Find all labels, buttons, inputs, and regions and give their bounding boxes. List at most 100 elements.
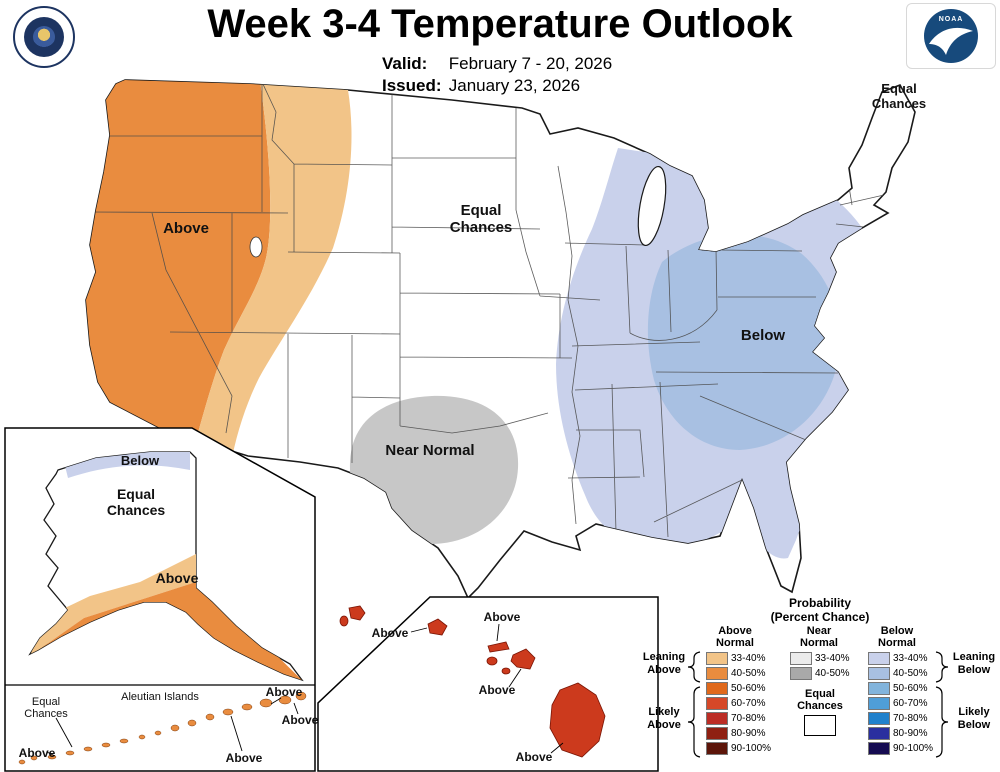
island-niihau — [339, 615, 349, 627]
aleutian-islands-title: Aleutian Islands — [121, 691, 199, 703]
legend-row: 33-40% — [868, 651, 933, 666]
legend-row: 90-100% — [706, 741, 771, 756]
legend-equal-chances-label: Equal Chances — [797, 688, 843, 713]
region-above-40-50 — [86, 80, 271, 440]
swatch-below-50 — [868, 682, 890, 695]
label-equal-chances-center: Equal Chances — [449, 202, 513, 237]
legend-row: 33-40% — [790, 651, 850, 666]
aleutian-label-above-left: Above — [18, 746, 56, 760]
alaska-label-equal-chances: Equal Chances — [106, 486, 166, 519]
island-oahu — [427, 618, 448, 636]
range-label: 70-80% — [731, 713, 766, 724]
hawaii-label-above-3: Above — [478, 683, 516, 697]
swatch-below-90 — [868, 742, 890, 755]
legend-equal-chances-swatch — [804, 715, 836, 737]
commerce-seal-icon — [13, 6, 75, 68]
range-label: 33-40% — [815, 653, 850, 664]
range-label: 80-90% — [893, 728, 928, 739]
island-kauai — [348, 605, 366, 621]
noaa-emblem-icon: NOAA — [924, 9, 978, 63]
swatch-below-33 — [868, 652, 890, 665]
swatch-near-40 — [790, 667, 812, 680]
legend-row: 50-60% — [706, 681, 771, 696]
great-salt-lake — [249, 236, 263, 258]
legend-near-column: 33-40% 40-50% Equal Chances — [790, 651, 850, 737]
alaska-label-below: Below — [120, 453, 160, 468]
legend-row: 60-70% — [868, 696, 933, 711]
swatch-above-40 — [706, 667, 728, 680]
noaa-logo: NOAA — [906, 3, 996, 69]
range-label: 60-70% — [731, 698, 766, 709]
hawaii-label-above-2: Above — [483, 610, 521, 624]
commerce-seal-inner — [24, 17, 64, 57]
legend-subtitle: (Percent Chance) — [770, 610, 870, 624]
legend-row: 40-50% — [790, 666, 850, 681]
island-kahoolawe — [501, 667, 511, 675]
range-label: 50-60% — [893, 683, 928, 694]
alaska-label-above: Above — [155, 570, 199, 586]
range-label: 33-40% — [731, 653, 766, 664]
legend-header-above: Above Normal — [716, 625, 754, 649]
swatch-above-60 — [706, 697, 728, 710]
swatch-above-90 — [706, 742, 728, 755]
region-below-40-50 — [647, 234, 840, 450]
range-label: 70-80% — [893, 713, 928, 724]
legend-row: 90-100% — [868, 741, 933, 756]
legend-row: 33-40% — [706, 651, 771, 666]
swatch-above-50 — [706, 682, 728, 695]
aleutian-islands-chain — [18, 691, 307, 765]
issued-line: Issued: January 23, 2026 — [382, 76, 742, 96]
swatch-below-40 — [868, 667, 890, 680]
alaska-above-33-40-band — [30, 554, 196, 656]
region-above-33-40 — [196, 80, 352, 458]
legend-title: Probability — [788, 596, 851, 610]
island-molokai — [487, 641, 510, 653]
swatch-below-70 — [868, 712, 890, 725]
range-label: 50-60% — [731, 683, 766, 694]
valid-label: Valid: — [382, 54, 428, 73]
legend-row: 80-90% — [706, 726, 771, 741]
region-near-normal — [349, 395, 519, 544]
island-maui — [510, 648, 536, 670]
legend-row: 80-90% — [868, 726, 933, 741]
aleutian-label-above-right: Above — [265, 685, 303, 699]
label-equal-chances-northeast: Equal Chances — [871, 81, 927, 111]
legend-row: 40-50% — [706, 666, 771, 681]
state-boundaries — [89, 81, 885, 538]
valid-line: Valid: February 7 - 20, 2026 — [382, 54, 742, 74]
legend-leaning-below: Leaning Below — [952, 651, 996, 676]
issued-value: January 23, 2026 — [448, 76, 581, 95]
swatch-near-33 — [790, 652, 812, 665]
noaa-logo-text: NOAA — [938, 16, 964, 23]
aleutian-label-above-far-right: Above — [281, 713, 319, 727]
aleutian-label-equal-chances: Equal Chances — [24, 696, 68, 721]
swatch-above-70 — [706, 712, 728, 725]
legend-likely-below: Likely Below — [957, 706, 991, 731]
island-lanai — [486, 656, 498, 666]
legend-likely-above: Likely Above — [647, 706, 681, 731]
island-hawaii-big — [549, 682, 606, 758]
range-label: 40-50% — [893, 668, 928, 679]
aleutian-label-above-mid: Above — [225, 751, 263, 765]
label-above-west: Above — [163, 220, 209, 237]
issued-label: Issued: — [382, 76, 442, 95]
label-below-east: Below — [740, 327, 786, 344]
hawaii-label-above-4: Above — [515, 750, 553, 764]
legend-row: 70-80% — [868, 711, 933, 726]
hawaii-label-above-1: Above — [371, 626, 409, 640]
hawaii-islands — [339, 605, 606, 758]
legend-row: 40-50% — [868, 666, 933, 681]
range-label: 80-90% — [731, 728, 766, 739]
commerce-crest-icon — [33, 26, 55, 48]
range-label: 33-40% — [893, 653, 928, 664]
swatch-below-80 — [868, 727, 890, 740]
swatch-above-80 — [706, 727, 728, 740]
range-label: 60-70% — [893, 698, 928, 709]
legend-row: 70-80% — [706, 711, 771, 726]
range-label: 90-100% — [731, 743, 772, 754]
legend-above-column: 33-40% 40-50% 50-60% 60-70% 70-80% 80-90… — [706, 651, 771, 756]
lake-michigan — [637, 165, 667, 247]
legend-leaning-above: Leaning Above — [642, 651, 686, 676]
